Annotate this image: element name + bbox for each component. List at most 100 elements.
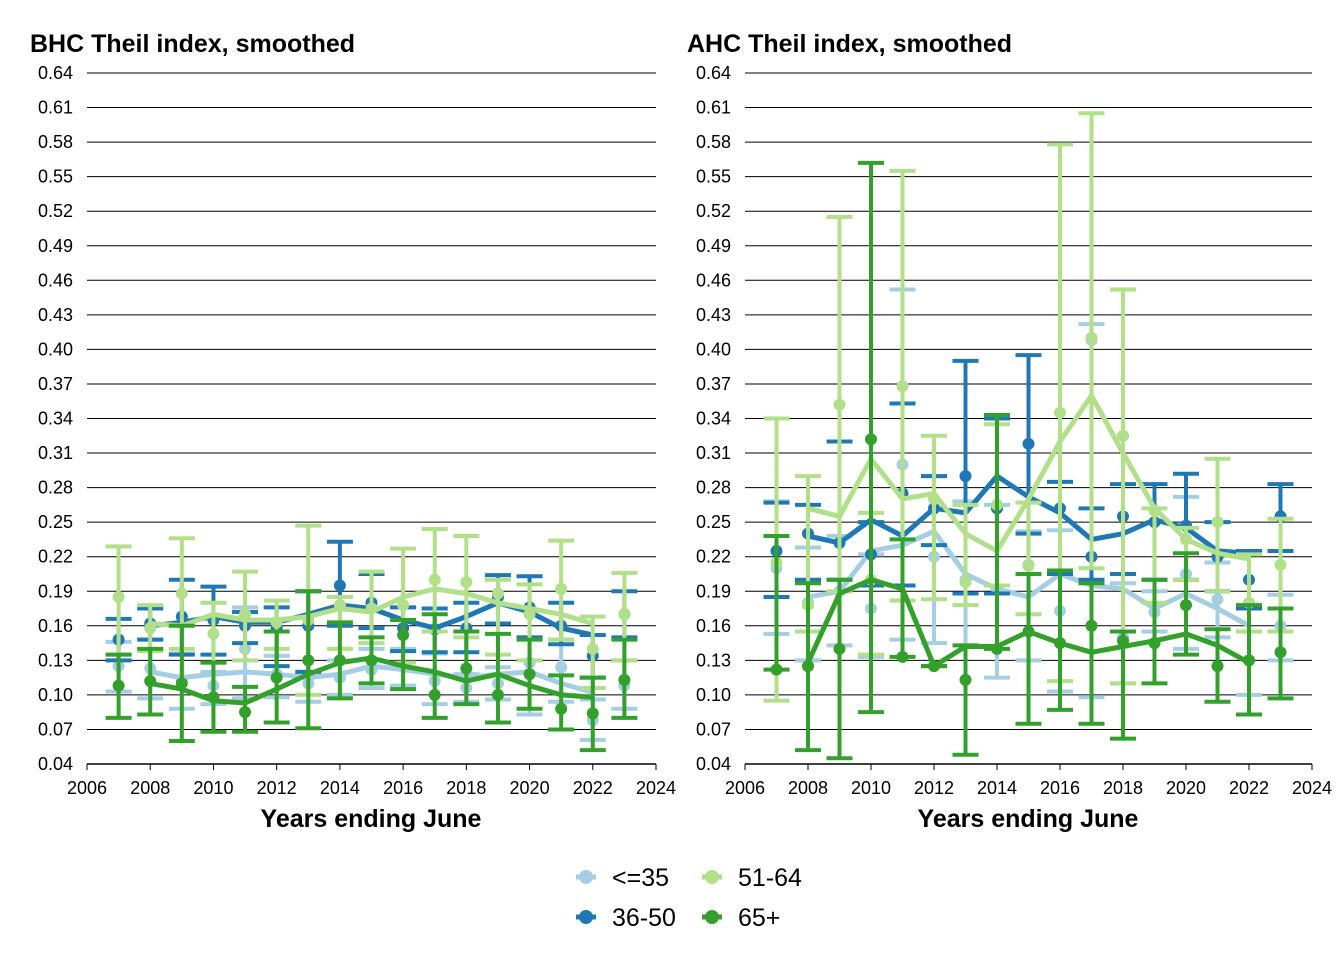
bhc-series-3-point bbox=[302, 654, 315, 667]
ahc-series-3-point bbox=[1211, 660, 1224, 673]
ahc-x-tick-label: 2008 bbox=[788, 778, 828, 798]
ahc-series-3-point bbox=[1054, 637, 1066, 650]
ahc-series-3-point bbox=[865, 433, 877, 446]
ahc-series-3-point bbox=[833, 642, 846, 655]
ahc-series-1-point bbox=[1022, 437, 1035, 450]
bhc-series-3-point bbox=[112, 679, 125, 692]
ahc-y-tick-label: 0.61 bbox=[696, 98, 731, 118]
ahc-series-0-point bbox=[1211, 593, 1224, 606]
ahc-y-tick-label: 0.13 bbox=[696, 650, 731, 670]
bhc-series-3-point bbox=[333, 654, 346, 667]
bhc-y-tick-label: 0.04 bbox=[38, 754, 73, 774]
ahc-x-tick-label: 2022 bbox=[1229, 778, 1269, 798]
bhc-series-3-point bbox=[365, 654, 378, 667]
legend-item: 36-50 bbox=[576, 904, 676, 932]
bhc-series-3-point bbox=[618, 673, 631, 686]
bhc-y-tick-label: 0.43 bbox=[38, 305, 73, 325]
bhc-series-3-point bbox=[586, 707, 599, 720]
legend-label: 36-50 bbox=[612, 904, 676, 932]
bhc-series-2-point bbox=[270, 616, 283, 629]
legend-label: 65+ bbox=[738, 904, 780, 932]
ahc-y-tick-label: 0.28 bbox=[696, 478, 731, 498]
bhc-x-tick-label: 2022 bbox=[573, 778, 613, 798]
ahc-x-tick-label: 2010 bbox=[851, 778, 891, 798]
ahc-panel: AHC Theil index, smoothed 0.040.070.100.… bbox=[687, 30, 1332, 833]
bhc-series-2-point bbox=[239, 608, 252, 621]
ahc-series-2-point bbox=[1180, 533, 1192, 546]
ahc-y-tick-label: 0.55 bbox=[696, 167, 731, 187]
bhc-series-2-point bbox=[618, 608, 631, 621]
ahc-y-tick-label: 0.58 bbox=[696, 132, 731, 152]
bhc-y-tick-label: 0.25 bbox=[38, 512, 73, 532]
bhc-x-tick-label: 2012 bbox=[257, 778, 297, 798]
bhc-y-tick-label: 0.55 bbox=[38, 167, 73, 187]
bhc-x-tick-label: 2008 bbox=[130, 778, 170, 798]
bhc-panel: BHC Theil index, smoothed 0.040.070.100.… bbox=[30, 30, 676, 833]
ahc-y-tick-label: 0.16 bbox=[696, 616, 731, 636]
bhc-x-tick-label: 2014 bbox=[320, 778, 360, 798]
legend-swatch-point bbox=[705, 870, 719, 884]
bhc-series-3-point bbox=[491, 688, 504, 701]
ahc-series-3-point bbox=[1022, 625, 1035, 638]
ahc-x-tick-label: 2024 bbox=[1292, 778, 1332, 798]
ahc-x-tick-label: 2012 bbox=[914, 778, 954, 798]
bhc-series-2-point bbox=[586, 642, 599, 655]
bhc-series-2-point bbox=[397, 599, 410, 612]
bhc-series-3 bbox=[105, 589, 638, 753]
bhc-y-tick-label: 0.19 bbox=[38, 581, 73, 601]
bhc-series-3-point bbox=[555, 702, 568, 715]
ahc-x-axis-label: Years ending June bbox=[918, 805, 1139, 833]
bhc-series-3-point bbox=[270, 671, 283, 684]
ahc-x-tick-label: 2018 bbox=[1103, 778, 1143, 798]
ahc-x-tick-label: 2014 bbox=[977, 778, 1017, 798]
ahc-y-tick-label: 0.64 bbox=[696, 63, 731, 83]
ahc-y-tick-label: 0.34 bbox=[696, 409, 731, 429]
bhc-y-tick-label: 0.64 bbox=[38, 63, 73, 83]
bhc-chart-title: BHC Theil index, smoothed bbox=[30, 30, 355, 58]
bhc-plot-area bbox=[105, 523, 638, 753]
bhc-series-3-point bbox=[428, 688, 441, 701]
ahc-series-3-point bbox=[991, 642, 1003, 655]
bhc-y-tick-label: 0.13 bbox=[38, 650, 73, 670]
ahc-series-2-point bbox=[1117, 429, 1129, 442]
ahc-y-tick-label: 0.19 bbox=[696, 581, 731, 601]
bhc-series-3-point bbox=[207, 691, 220, 704]
ahc-y-tick-label: 0.43 bbox=[696, 305, 731, 325]
legend-item: <=35 bbox=[576, 864, 669, 892]
bhc-series-2-point bbox=[428, 573, 441, 586]
ahc-x-axis: 2006 2008 2010 2012 2014 2016 2018 2020 2022 2024 bbox=[725, 763, 1332, 798]
ahc-x-tick-label: 2006 bbox=[725, 778, 765, 798]
bhc-x-axis-label: Years ending June bbox=[261, 805, 482, 833]
ahc-series-1-point bbox=[959, 470, 972, 483]
ahc-series-2-point bbox=[896, 380, 909, 393]
ahc-series-3-point bbox=[1180, 599, 1192, 612]
bhc-y-tick-label: 0.34 bbox=[38, 409, 73, 429]
bhc-series-2-point bbox=[112, 591, 125, 604]
legend-swatch-point bbox=[579, 870, 593, 884]
ahc-series-2-point bbox=[1274, 558, 1287, 571]
bhc-series-2-point bbox=[523, 608, 536, 621]
bhc-y-tick-label: 0.40 bbox=[38, 339, 73, 359]
ahc-y-axis: 0.04 0.07 0.10 0.13 0.16 0.19 0.22 0.25 0.28 0.31… bbox=[696, 63, 731, 774]
ahc-y-tick-label: 0.10 bbox=[696, 685, 731, 705]
bhc-series-3-point bbox=[175, 677, 188, 690]
bhc-series-2-point bbox=[144, 622, 157, 635]
bhc-series-2-point bbox=[175, 587, 188, 600]
bhc-series-3-point bbox=[523, 668, 536, 681]
legend: <=35 51-64 36-50 65+ bbox=[576, 864, 802, 932]
ahc-series-3-point bbox=[928, 660, 940, 673]
ahc-x-tick-label: 2016 bbox=[1040, 778, 1080, 798]
bhc-y-tick-label: 0.31 bbox=[38, 443, 73, 463]
legend-label: 51-64 bbox=[738, 864, 802, 892]
bhc-y-tick-label: 0.49 bbox=[38, 236, 73, 256]
ahc-series-2-point bbox=[1211, 516, 1224, 529]
ahc-y-tick-label: 0.49 bbox=[696, 236, 731, 256]
bhc-series-2-point bbox=[460, 576, 473, 589]
bhc-series-3-point bbox=[239, 706, 252, 719]
ahc-series-2-point bbox=[833, 398, 846, 411]
bhc-x-tick-label: 2018 bbox=[446, 778, 486, 798]
legend-swatch-point bbox=[705, 910, 719, 924]
bhc-y-tick-label: 0.28 bbox=[38, 478, 73, 498]
ahc-series-2-point bbox=[1022, 559, 1035, 572]
